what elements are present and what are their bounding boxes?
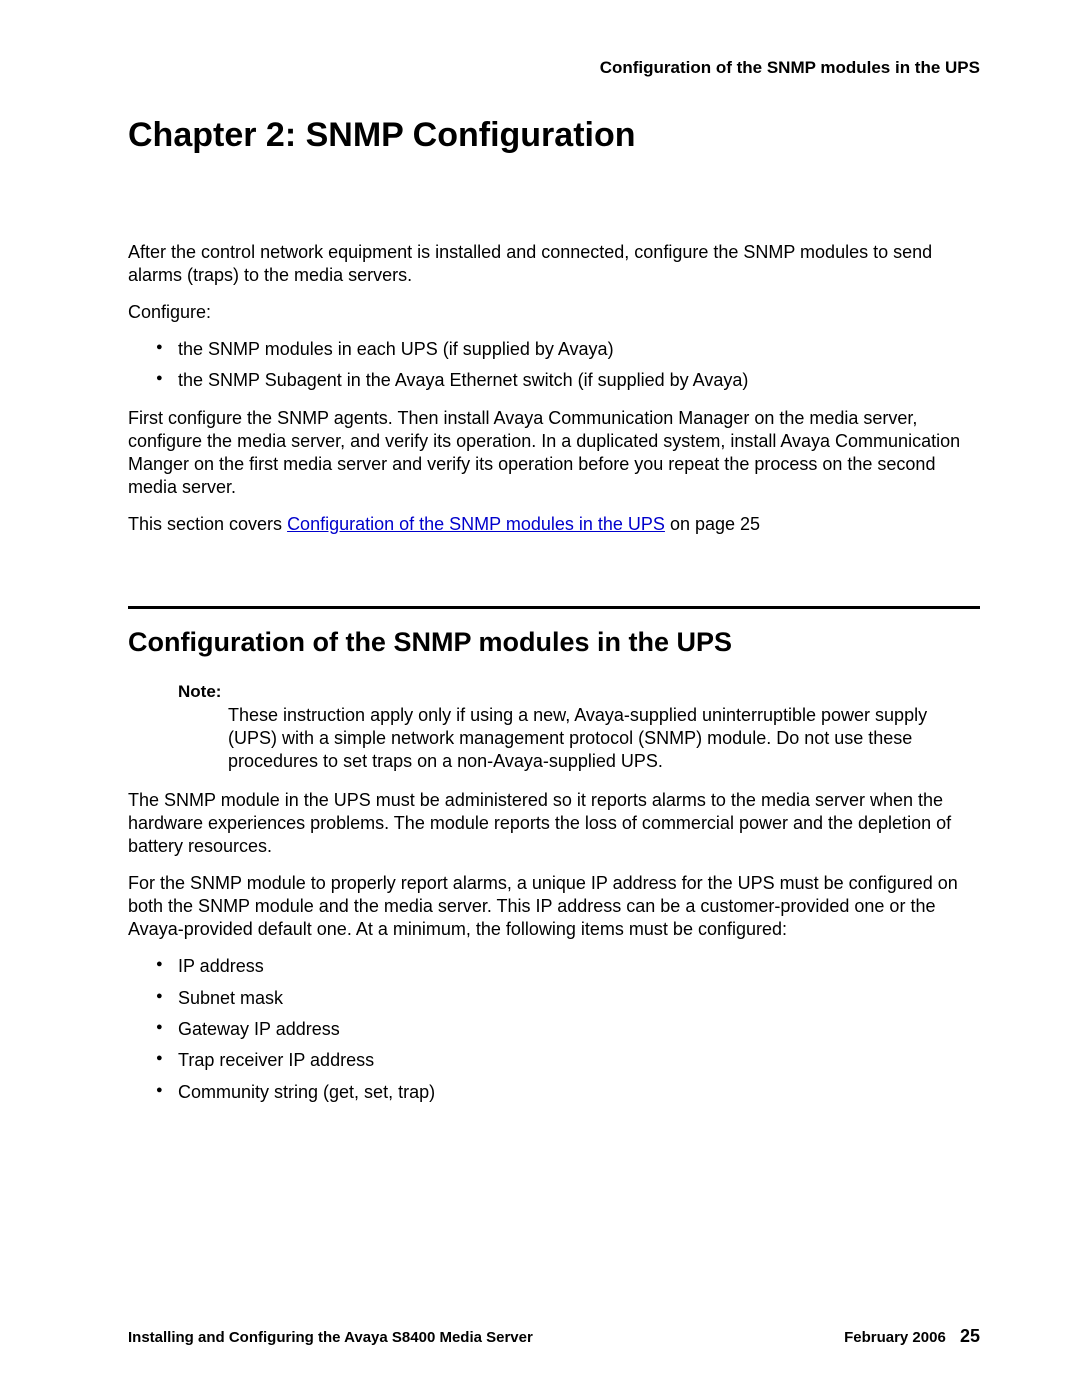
intro-paragraph-1: After the control network equipment is i… — [128, 241, 980, 287]
running-header: Configuration of the SNMP modules in the… — [128, 58, 980, 78]
section-bullet-list: IP address Subnet mask Gateway IP addres… — [128, 955, 980, 1104]
list-item: Subnet mask — [156, 987, 980, 1010]
page-number: 25 — [960, 1326, 980, 1346]
document-page: Configuration of the SNMP modules in the… — [0, 0, 1080, 1168]
footer-doc-title: Installing and Configuring the Avaya S84… — [128, 1329, 533, 1346]
list-item: the SNMP modules in each UPS (if supplie… — [156, 338, 980, 361]
intro-paragraph-2: Configure: — [128, 301, 980, 324]
section-title: Configuration of the SNMP modules in the… — [128, 627, 980, 658]
footer-right: February 2006 25 — [844, 1326, 980, 1347]
cross-reference-link[interactable]: Configuration of the SNMP modules in the… — [287, 514, 665, 534]
list-item: IP address — [156, 955, 980, 978]
intro-paragraph-4: This section covers Configuration of the… — [128, 513, 980, 536]
list-item: the SNMP Subagent in the Avaya Ethernet … — [156, 369, 980, 392]
section-paragraph-2: For the SNMP module to properly report a… — [128, 872, 980, 941]
note-body: These instruction apply only if using a … — [178, 704, 980, 773]
section-paragraph-1: The SNMP module in the UPS must be admin… — [128, 789, 980, 858]
section-divider — [128, 606, 980, 609]
text-span: on page 25 — [665, 514, 760, 534]
list-item: Trap receiver IP address — [156, 1049, 980, 1072]
footer-date: February 2006 — [844, 1329, 946, 1346]
note-label: Note: — [178, 682, 980, 702]
chapter-title: Chapter 2: SNMP Configuration — [128, 116, 980, 155]
intro-paragraph-3: First configure the SNMP agents. Then in… — [128, 407, 980, 499]
page-footer: Installing and Configuring the Avaya S84… — [128, 1326, 980, 1347]
list-item: Community string (get, set, trap) — [156, 1081, 980, 1104]
text-span: This section covers — [128, 514, 287, 534]
list-item: Gateway IP address — [156, 1018, 980, 1041]
intro-bullet-list: the SNMP modules in each UPS (if supplie… — [128, 338, 980, 393]
note-block: Note: These instruction apply only if us… — [178, 682, 980, 773]
